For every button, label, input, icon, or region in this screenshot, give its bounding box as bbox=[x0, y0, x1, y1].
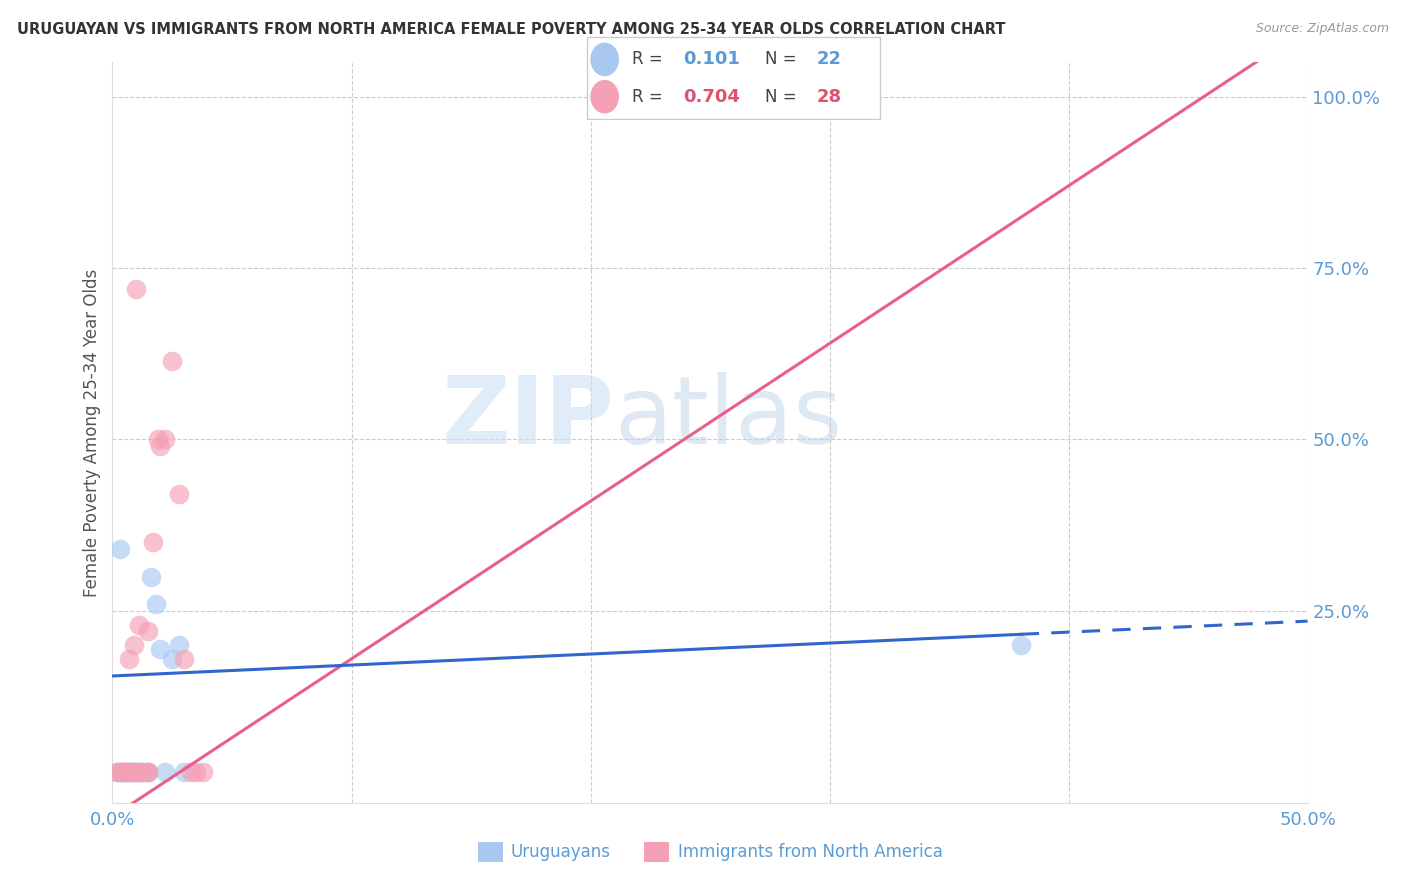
Point bbox=[121, 764, 143, 779]
Point bbox=[125, 282, 148, 296]
Text: ZIP: ZIP bbox=[441, 372, 614, 464]
Point bbox=[149, 641, 172, 656]
Point bbox=[122, 638, 145, 652]
Point bbox=[149, 439, 172, 453]
Point bbox=[129, 764, 152, 779]
Text: 22: 22 bbox=[817, 51, 841, 69]
Text: 28: 28 bbox=[817, 87, 841, 105]
Point bbox=[121, 764, 143, 779]
Ellipse shape bbox=[591, 80, 619, 112]
Point bbox=[108, 764, 131, 779]
Point bbox=[128, 617, 150, 632]
Point bbox=[121, 764, 143, 779]
Text: 0.704: 0.704 bbox=[683, 87, 740, 105]
Ellipse shape bbox=[591, 44, 619, 76]
Point bbox=[128, 764, 150, 779]
Point bbox=[114, 764, 135, 779]
Point bbox=[138, 764, 160, 779]
Point bbox=[115, 764, 138, 779]
Point bbox=[111, 764, 134, 779]
Point bbox=[186, 764, 208, 779]
Y-axis label: Female Poverty Among 25-34 Year Olds: Female Poverty Among 25-34 Year Olds bbox=[83, 268, 101, 597]
Point bbox=[122, 764, 145, 779]
Point bbox=[105, 764, 128, 779]
Point bbox=[153, 433, 176, 447]
Text: atlas: atlas bbox=[614, 372, 842, 464]
Point bbox=[138, 624, 160, 639]
Point bbox=[180, 764, 202, 779]
Point bbox=[105, 764, 128, 779]
Point bbox=[139, 569, 162, 583]
Text: Source: ZipAtlas.com: Source: ZipAtlas.com bbox=[1256, 22, 1389, 36]
Point bbox=[162, 652, 183, 666]
Point bbox=[115, 764, 138, 779]
Point bbox=[145, 597, 167, 611]
Point bbox=[118, 652, 141, 666]
Point bbox=[162, 353, 183, 368]
Point bbox=[111, 764, 134, 779]
Point bbox=[169, 638, 191, 652]
Point bbox=[173, 764, 195, 779]
Point bbox=[114, 764, 135, 779]
Point bbox=[125, 764, 148, 779]
Point bbox=[125, 764, 148, 779]
Point bbox=[129, 764, 152, 779]
Point bbox=[193, 764, 215, 779]
Text: N =: N = bbox=[765, 51, 801, 69]
Point bbox=[138, 764, 160, 779]
Point bbox=[146, 433, 169, 447]
Point bbox=[153, 764, 176, 779]
Text: URUGUAYAN VS IMMIGRANTS FROM NORTH AMERICA FEMALE POVERTY AMONG 25-34 YEAR OLDS : URUGUAYAN VS IMMIGRANTS FROM NORTH AMERI… bbox=[17, 22, 1005, 37]
Legend: Uruguayans, Immigrants from North America: Uruguayans, Immigrants from North Americ… bbox=[471, 835, 949, 869]
Point bbox=[125, 764, 148, 779]
Text: 0.101: 0.101 bbox=[683, 51, 740, 69]
Text: R =: R = bbox=[631, 51, 668, 69]
Point bbox=[132, 764, 155, 779]
Text: R =: R = bbox=[631, 87, 668, 105]
Point bbox=[108, 764, 131, 779]
Point bbox=[108, 542, 131, 557]
Point bbox=[142, 535, 165, 549]
Text: N =: N = bbox=[765, 87, 801, 105]
Point bbox=[173, 652, 195, 666]
Point bbox=[118, 764, 141, 779]
Point bbox=[169, 487, 191, 501]
Point bbox=[138, 764, 160, 779]
Point bbox=[1010, 638, 1032, 652]
FancyBboxPatch shape bbox=[586, 37, 880, 119]
